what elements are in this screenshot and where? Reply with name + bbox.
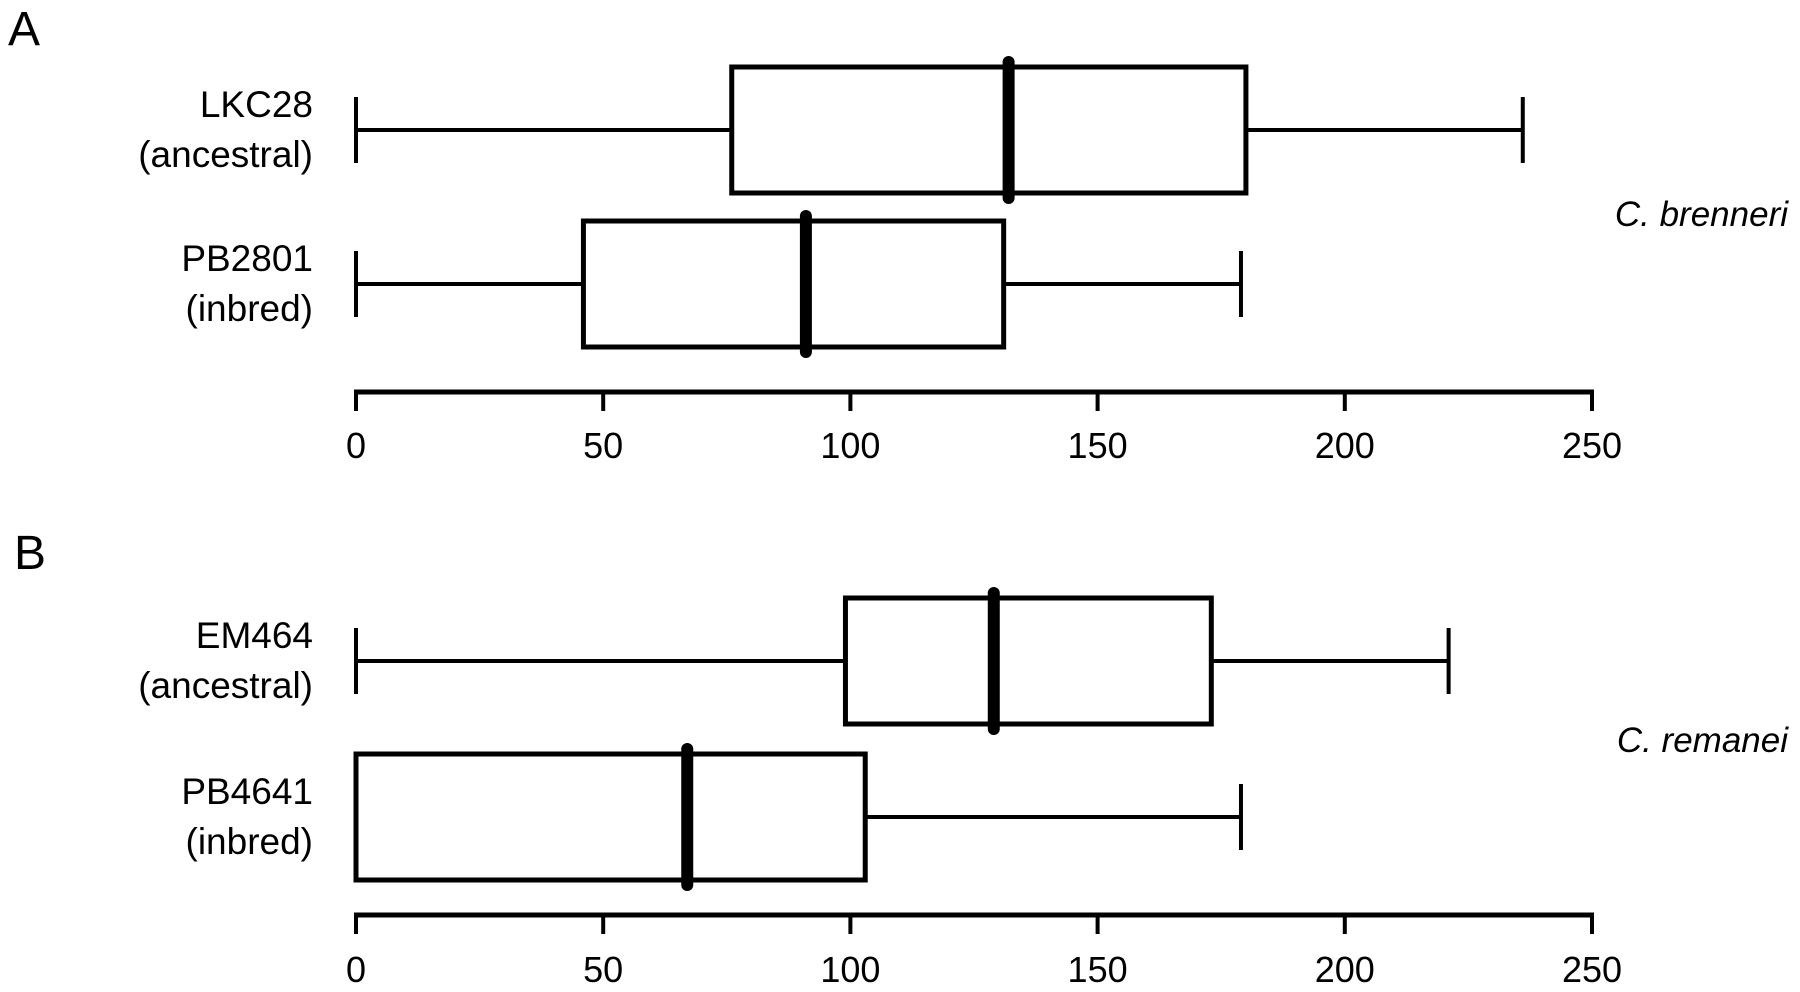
x-axis-tick-label-100: 100	[820, 425, 881, 466]
x-axis-tick-label-200: 200	[1314, 425, 1375, 466]
x-axis-tick-label-200: 200	[1314, 949, 1375, 990]
x-axis-tick-label-250: 250	[1561, 425, 1623, 466]
species-label-c-brenneri: C. brenneri	[1614, 195, 1788, 234]
x-axis-tick-label-150: 150	[1067, 949, 1128, 990]
row-label-em464: EM464 (ancestral)	[138, 615, 313, 706]
box-iqr	[842, 595, 1214, 727]
x-axis-tick-label-100: 100	[820, 949, 881, 990]
panel-b-label: B	[14, 527, 47, 580]
x-axis-tick-label-250: 250	[1561, 949, 1623, 990]
x-axis-tick-label-0: 0	[345, 425, 367, 466]
panel-a-label: A	[8, 3, 41, 56]
box-iqr	[353, 751, 868, 883]
x-axis-tick-label-50: 50	[583, 425, 624, 466]
x-axis-tick-label-50: 50	[583, 949, 624, 990]
box-iqr	[580, 218, 1007, 350]
row-label-pb2801: PB2801 (inbred)	[181, 238, 313, 329]
box-iqr	[729, 64, 1249, 196]
species-label-c-remanei: C. remanei	[1616, 721, 1788, 760]
x-axis-tick-label-0: 0	[345, 949, 367, 990]
x-axis-tick-label-150: 150	[1067, 425, 1128, 466]
row-label-lkc28: LKC28 (ancestral)	[138, 84, 313, 175]
row-label-pb4641: PB4641 (inbred)	[181, 771, 313, 862]
